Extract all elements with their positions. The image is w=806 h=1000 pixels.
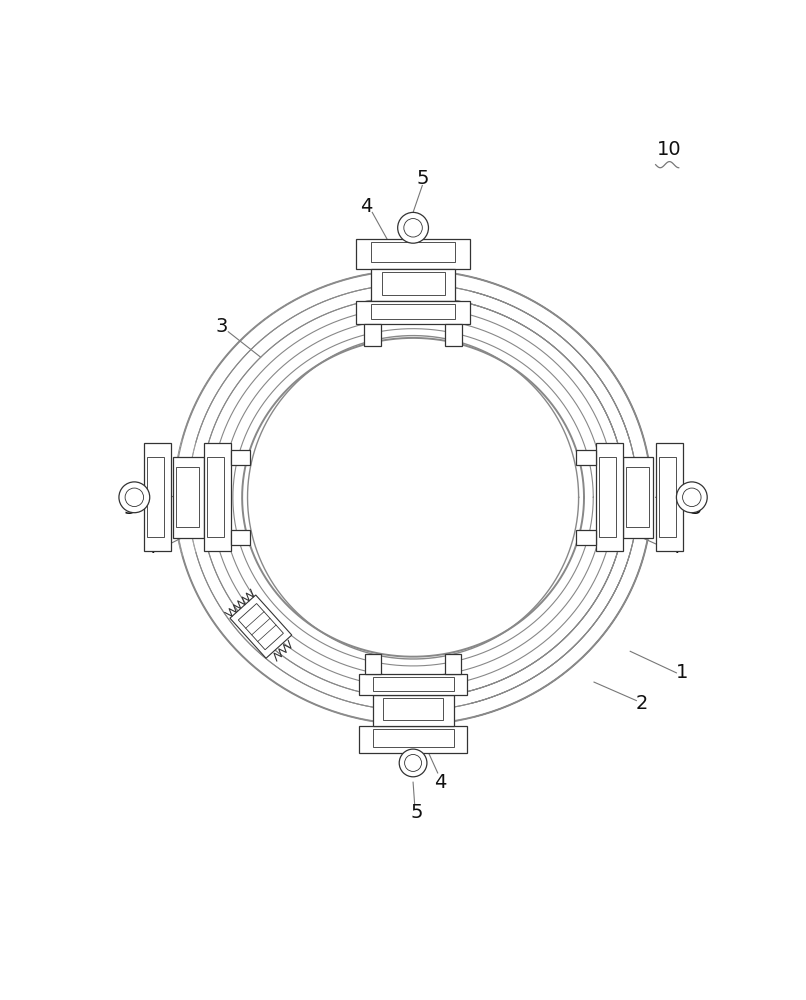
Bar [576, 530, 596, 545]
Polygon shape [230, 595, 292, 658]
Bar [371, 304, 455, 319]
Bar [204, 443, 231, 551]
Bar [356, 239, 470, 269]
Bar [371, 269, 455, 301]
Text: 5: 5 [411, 804, 423, 822]
Bar [364, 324, 380, 346]
Text: 10: 10 [656, 140, 681, 159]
Bar [371, 242, 455, 262]
Circle shape [676, 482, 707, 513]
Polygon shape [239, 604, 284, 650]
Bar [176, 467, 199, 527]
Bar [143, 443, 171, 551]
Text: 5: 5 [416, 169, 429, 188]
Text: 5: 5 [123, 499, 136, 518]
Bar [599, 457, 617, 537]
Bar [622, 457, 654, 538]
Bar [172, 457, 204, 538]
Text: 4: 4 [144, 538, 156, 557]
Circle shape [125, 488, 143, 507]
Circle shape [119, 482, 150, 513]
Text: 4: 4 [360, 197, 372, 216]
Bar [576, 450, 596, 465]
Circle shape [397, 212, 429, 243]
Bar [446, 654, 461, 674]
Circle shape [404, 219, 422, 237]
Text: 4: 4 [668, 538, 680, 557]
Bar [147, 457, 164, 537]
Bar [659, 457, 676, 537]
Bar [446, 324, 463, 346]
Bar [206, 457, 224, 537]
Text: 1: 1 [675, 663, 688, 682]
Bar [381, 272, 445, 295]
Bar [625, 467, 649, 527]
Bar [372, 695, 454, 726]
Text: 4: 4 [434, 773, 447, 792]
Bar [365, 654, 380, 674]
Bar [655, 443, 683, 551]
Circle shape [405, 754, 422, 771]
Bar [231, 450, 250, 465]
Bar [372, 729, 454, 747]
Circle shape [399, 749, 427, 777]
Text: 5: 5 [689, 499, 702, 518]
Bar [359, 726, 467, 753]
Bar [356, 301, 470, 324]
Bar [383, 698, 443, 720]
Circle shape [683, 488, 701, 507]
Bar [596, 443, 622, 551]
Text: 2: 2 [636, 694, 648, 713]
Bar [231, 530, 250, 545]
Bar [372, 677, 454, 691]
Text: 3: 3 [216, 317, 228, 336]
Bar [359, 674, 467, 695]
